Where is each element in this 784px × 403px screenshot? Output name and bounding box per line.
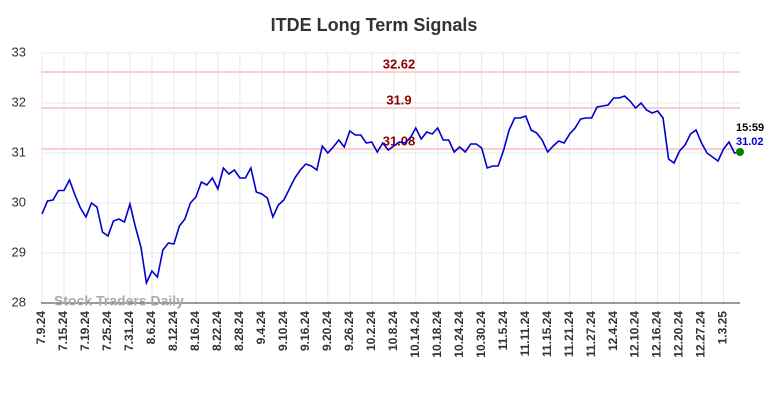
x-tick-label: 8.22.24	[210, 311, 224, 351]
y-tick-label: 30	[12, 194, 26, 209]
x-tick-label: 7.31.24	[122, 311, 136, 351]
x-tick-label: 7.15.24	[56, 311, 70, 351]
x-tick-label: 10.24.24	[452, 311, 466, 358]
x-tick-label: 12.10.24	[628, 311, 642, 358]
last-point	[736, 148, 744, 156]
x-tick-label: 9.10.24	[276, 311, 290, 351]
signal-label: 31.08	[383, 133, 416, 148]
x-tick-label: 8.16.24	[188, 311, 202, 351]
x-tick-label: 12.20.24	[672, 311, 686, 358]
y-tick-label: 29	[12, 244, 26, 259]
x-tick-label: 11.15.24	[540, 311, 554, 357]
x-tick-label: 9.26.24	[342, 311, 356, 351]
y-tick-label: 28	[12, 294, 26, 309]
x-tick-label: 11.27.24	[584, 311, 598, 357]
x-tick-label: 12.27.24	[694, 311, 708, 358]
y-tick-label: 31	[12, 144, 26, 159]
x-tick-label: 10.8.24	[386, 311, 400, 351]
x-tick-label: 9.4.24	[254, 311, 268, 345]
x-tick-label: 10.14.24	[408, 311, 422, 358]
x-tick-label: 8.28.24	[232, 311, 246, 351]
x-tick-label: 12.16.24	[650, 311, 664, 358]
x-tick-label: 1.3.25	[716, 311, 730, 345]
x-tick-label: 11.5.24	[496, 311, 510, 351]
signal-label: 31.9	[386, 92, 411, 107]
x-tick-label: 10.18.24	[430, 311, 444, 358]
x-tick-label: 7.25.24	[100, 311, 114, 351]
x-tick-label: 10.30.24	[474, 311, 488, 358]
x-tick-label: 11.11.24	[518, 311, 532, 357]
y-tick-label: 33	[12, 44, 26, 59]
y-tick-label: 32	[12, 94, 26, 109]
signal-label: 32.62	[383, 56, 416, 71]
x-tick-label: 9.20.24	[320, 311, 334, 351]
price-line	[41, 95, 741, 286]
x-tick-label: 7.9.24	[34, 311, 48, 345]
x-tick-label: 7.19.24	[78, 311, 92, 351]
chart-title: ITDE Long Term Signals	[271, 15, 478, 35]
x-tick-label: 12.4.24	[606, 311, 620, 351]
x-tick-label: 8.6.24	[144, 311, 158, 345]
x-tick-label: 11.21.24	[562, 311, 576, 357]
x-tick-label: 9.16.24	[298, 311, 312, 351]
last-time: 15:59	[736, 122, 764, 134]
x-tick-label: 10.2.24	[364, 311, 378, 351]
last-value: 31.02	[736, 136, 764, 148]
x-tick-label: 8.12.24	[166, 311, 180, 351]
watermark: Stock Traders Daily	[54, 293, 184, 309]
